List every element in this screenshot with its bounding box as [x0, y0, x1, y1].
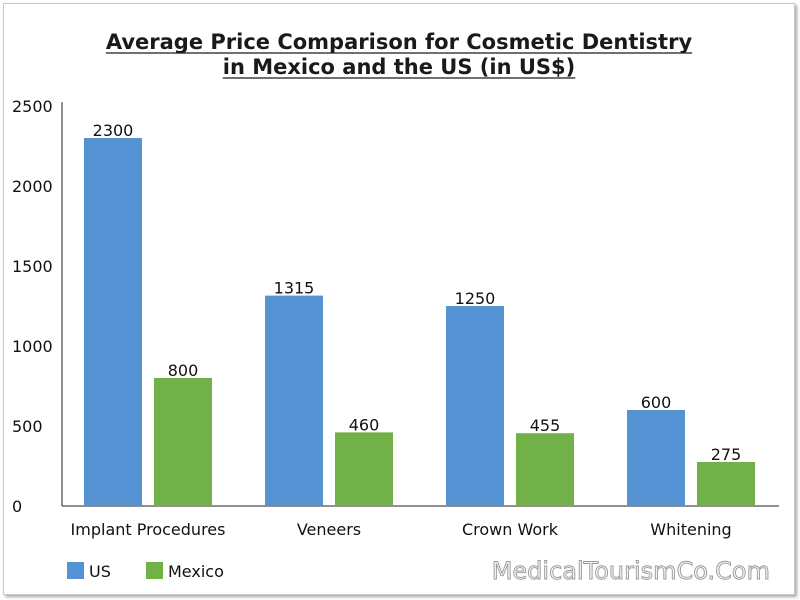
bar-us [84, 138, 142, 506]
y-tick-label: 1000 [12, 337, 53, 356]
bars [84, 138, 755, 506]
chart-frame: Average Price Comparison for Cosmetic De… [3, 3, 795, 595]
data-label: 600 [641, 393, 672, 412]
bar-us [265, 295, 323, 506]
data-label: 800 [168, 361, 199, 380]
x-category-label: Veneers [297, 520, 361, 539]
data-label: 455 [530, 416, 561, 435]
bar-mexico [335, 432, 393, 506]
legend-swatch-mexico [146, 562, 163, 579]
x-category-label: Crown Work [462, 520, 559, 539]
legend-label: Mexico [168, 562, 224, 581]
y-tick-label: 2000 [12, 177, 53, 196]
y-tick-label: 500 [12, 417, 43, 436]
data-label: 1315 [274, 279, 315, 298]
watermark: MedicalTourismCo.Com [492, 557, 770, 585]
data-label: 1250 [455, 289, 496, 308]
bar-mexico [516, 433, 574, 506]
x-category-label: Whitening [650, 520, 731, 539]
y-tick-label: 1500 [12, 257, 53, 276]
legend-swatch-us [67, 562, 84, 579]
bar-mexico [697, 462, 755, 506]
legend: US Mexico [67, 562, 224, 581]
x-category-label: Implant Procedures [71, 520, 226, 539]
data-label: 275 [711, 445, 742, 464]
y-tick-label: 0 [12, 497, 22, 516]
data-labels: 2300 800 1315 460 1250 455 600 275 [93, 121, 742, 464]
bar-us [627, 410, 685, 506]
chart-title-line: Average Price Comparison for Cosmetic De… [106, 30, 693, 54]
bar-us [446, 306, 504, 506]
chart-title-line: in Mexico and the US (in US$) [223, 55, 575, 79]
data-label: 460 [349, 415, 380, 434]
y-tick-label: 2500 [12, 97, 53, 116]
data-label: 2300 [93, 121, 134, 140]
bar-mexico [154, 378, 212, 506]
chart-title: Average Price Comparison for Cosmetic De… [105, 30, 693, 79]
bar-chart: Average Price Comparison for Cosmetic De… [12, 30, 779, 585]
legend-label: US [89, 562, 111, 581]
axes: 0 500 1000 1500 2000 2500 Implant Procedures Ve… [12, 97, 779, 539]
